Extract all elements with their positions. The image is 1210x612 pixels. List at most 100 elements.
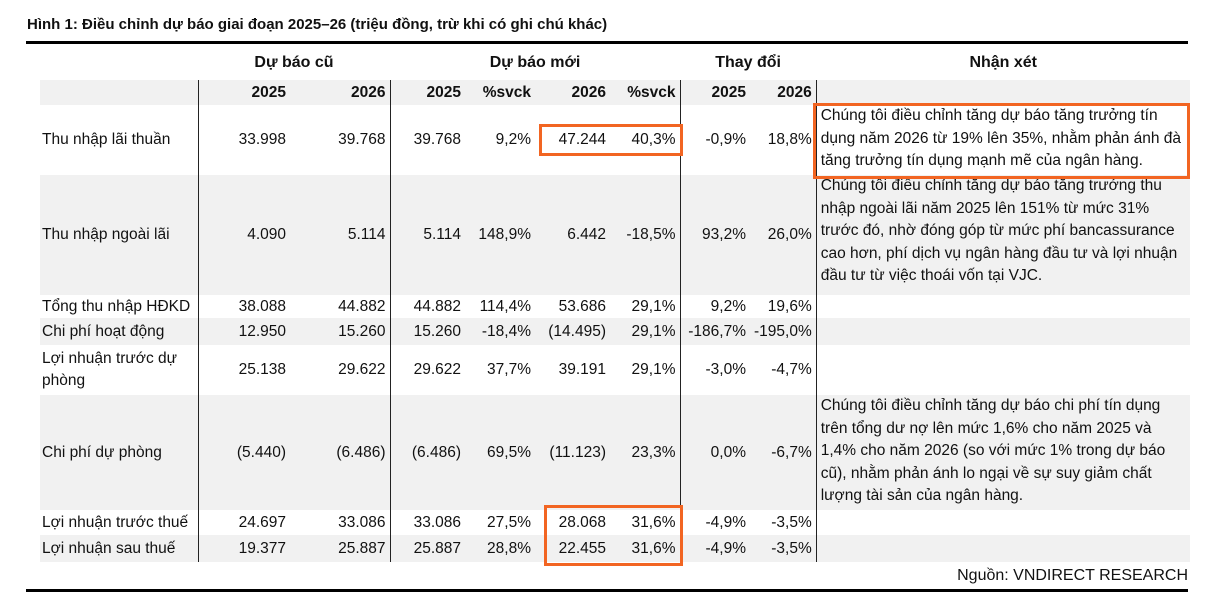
- cell-value: 39.768: [290, 105, 391, 175]
- table-row: Chi phí dự phòng (5.440) (6.486) (6.486) 69,…: [40, 395, 1191, 510]
- highlight-box-nii-2026: [539, 124, 683, 156]
- cell-value: 15.260: [390, 318, 465, 345]
- cell-value: -3,5%: [750, 510, 817, 535]
- cell-value: -4,9%: [680, 535, 750, 562]
- cell-value: 29.622: [413, 361, 461, 378]
- highlight-box-comment: [813, 103, 1190, 179]
- cell-value: -0,9%: [705, 131, 747, 148]
- cell-value: -6,7%: [750, 395, 817, 510]
- table-row: Lợi nhuận sau thuế 19.377 25.887 25.887 28,8…: [40, 535, 1191, 562]
- cell-value: 33.086: [413, 513, 461, 531]
- col-header: 2025: [198, 80, 290, 105]
- cell-value: 5.114: [290, 175, 391, 295]
- cell-value: 40,3%: [610, 105, 681, 175]
- cell-value: 33.086: [290, 510, 391, 535]
- group-comment: Nhận xét: [816, 45, 1191, 80]
- forecast-table: Dự báo cũ Dự báo mới Thay đổi Nhận xét 2…: [40, 45, 1191, 562]
- group-change: Thay đổi: [680, 45, 817, 80]
- col-header: 2025: [680, 80, 750, 105]
- table-row: Lợi nhuận trước dự phòng 25.138 29.622 29.6…: [40, 345, 1190, 395]
- cell-value: 25.138: [238, 361, 286, 378]
- highlight-box-profit-2026: [544, 505, 683, 566]
- row-comment: [816, 318, 1191, 345]
- cell-value: 47.244: [558, 131, 606, 148]
- row-label: Tổng thu nhập HĐKD: [40, 295, 199, 318]
- cell-value: 37,7%: [487, 361, 531, 378]
- cell-value: 31,6%: [610, 535, 681, 562]
- table-row: Tổng thu nhập HĐKD 38.088 44.882 44.882 114,…: [40, 295, 1190, 318]
- cell-value: 148,9%: [465, 175, 535, 295]
- row-comment: [816, 535, 1191, 562]
- table-row: Thu nhập lãi thuần 33.998 39.768 39.768 9,2%…: [40, 105, 1190, 175]
- cell-value: (11.123): [535, 395, 610, 510]
- row-comment: [816, 510, 1190, 535]
- row-label: Thu nhập ngoài lãi: [40, 175, 199, 295]
- col-header: %svck: [610, 80, 681, 105]
- cell-value: 9,2%: [495, 131, 531, 148]
- group-old: Dự báo cũ: [198, 45, 390, 80]
- group-header-row: Dự báo cũ Dự báo mới Thay đổi Nhận xét: [40, 45, 1191, 80]
- cell-value: 23,3%: [610, 395, 681, 510]
- cell-value: (14.495): [535, 318, 610, 345]
- bottom-rule: [26, 589, 1188, 592]
- cell-value: 26,0%: [750, 175, 817, 295]
- cell-value: 5.114: [390, 175, 465, 295]
- cell-value: 29,1%: [610, 318, 681, 345]
- cell-value: -186,7%: [680, 318, 750, 345]
- cell-value: 29,1%: [610, 345, 681, 395]
- table-row: Chi phí hoạt động 12.950 15.260 15.260 -18,4…: [40, 318, 1191, 345]
- row-comment: [816, 345, 1190, 395]
- row-comment: [816, 295, 1190, 318]
- col-header: 2025: [390, 80, 465, 105]
- cell-value: 27,5%: [487, 513, 531, 531]
- cell-value: 6.442: [535, 175, 610, 295]
- cell-value: 0,0%: [680, 395, 750, 510]
- cell-value: 24.697: [238, 513, 286, 531]
- cell-value: 4.090: [198, 175, 290, 295]
- row-comment: Chúng tôi điều chỉnh tăng dự báo tăng tr…: [816, 175, 1191, 295]
- cell-value: 15.260: [290, 318, 391, 345]
- cell-value: 31,6%: [610, 510, 681, 535]
- row-label: Lợi nhuận trước dự phòng: [40, 345, 199, 395]
- cell-value: 39.768: [413, 131, 461, 148]
- cell-value: 33.998: [238, 131, 286, 148]
- cell-value: 28,8%: [465, 535, 535, 562]
- cell-value: 44.882: [413, 297, 461, 315]
- col-header: 2026: [750, 80, 817, 105]
- cell-value: 29,1%: [610, 295, 681, 318]
- row-label: Chi phí dự phòng: [40, 395, 199, 510]
- cell-value: 93,2%: [680, 175, 750, 295]
- row-comment: Chúng tôi điều chỉnh tăng dự báo chi phí…: [816, 395, 1191, 510]
- cell-value: 39.191: [558, 361, 606, 378]
- cell-value: 53.686: [558, 297, 606, 315]
- cell-value: 9,2%: [710, 297, 746, 315]
- cell-value: -18,4%: [465, 318, 535, 345]
- col-header: 2026: [290, 80, 391, 105]
- cell-value: (6.486): [390, 395, 465, 510]
- figure-title: Hình 1: Điều chỉnh dự báo giai đoạn 2025…: [27, 16, 608, 33]
- cell-value: 38.088: [238, 297, 286, 315]
- cell-value: (5.440): [198, 395, 290, 510]
- cell-value: 22.455: [535, 535, 610, 562]
- row-label: Lợi nhuận trước thuế: [40, 510, 199, 535]
- col-header: %svck: [465, 80, 535, 105]
- cell-value: 28.068: [558, 513, 606, 531]
- row-label: Lợi nhuận sau thuế: [40, 535, 199, 562]
- cell-value: 25.887: [290, 535, 391, 562]
- table-row: Lợi nhuận trước thuế 24.697 33.086 33.086 27…: [40, 510, 1190, 535]
- cell-value: -3,0%: [705, 361, 747, 378]
- cell-value: 69,5%: [465, 395, 535, 510]
- cell-value: 18,8%: [750, 105, 817, 175]
- cell-value: (6.486): [290, 395, 391, 510]
- col-header: 2026: [535, 80, 610, 105]
- cell-value: 29.622: [290, 345, 391, 395]
- table-row: Thu nhập ngoài lãi 4.090 5.114 5.114 148,9% 6…: [40, 175, 1191, 295]
- cell-value: 25.887: [390, 535, 465, 562]
- cell-value: -3,5%: [750, 535, 817, 562]
- row-comment: Chúng tôi điều chỉnh tăng dự báo tăng tr…: [820, 107, 1181, 169]
- row-label: Chi phí hoạt động: [40, 318, 199, 345]
- year-header-row: 2025 2026 2025 %svck 2026 %svck 2025 202…: [40, 80, 1191, 105]
- cell-value: -4,9%: [705, 513, 747, 531]
- cell-value: -195,0%: [750, 318, 817, 345]
- source-note: Nguồn: VNDIRECT RESEARCH: [957, 567, 1188, 584]
